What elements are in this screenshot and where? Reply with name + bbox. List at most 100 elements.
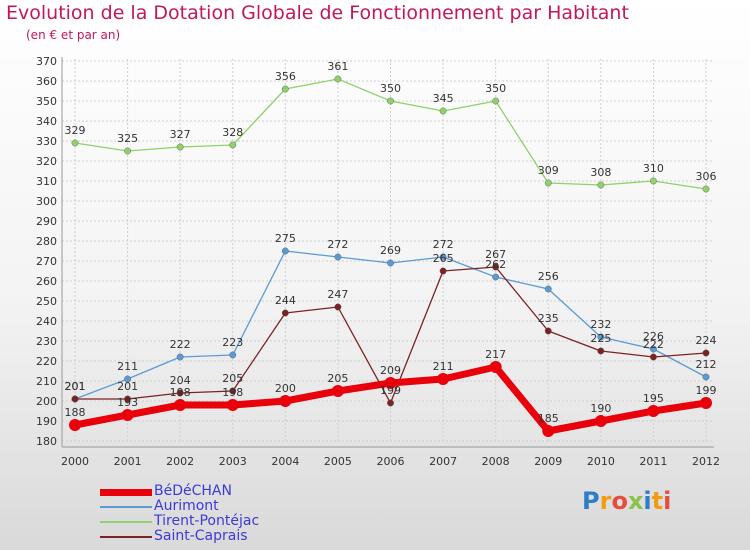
y-tick-label: 330 [36,135,57,148]
data-point [650,353,657,361]
data-label: 327 [170,128,191,141]
x-tick-label: 2001 [114,455,142,468]
data-point [279,395,292,407]
data-label: 199 [696,384,717,397]
data-label: 269 [380,244,401,257]
data-point [387,97,394,105]
x-tick-label: 2000 [61,455,89,468]
data-label: 205 [327,372,348,385]
x-tick-label: 2009 [534,455,562,468]
x-tick-label: 2010 [587,455,615,468]
data-label: 310 [643,162,664,175]
data-point [439,267,447,275]
x-tick-label: 2005 [324,455,352,468]
data-point [492,97,500,105]
data-label: 350 [485,82,506,95]
data-point [334,75,342,83]
y-tick-label: 190 [36,415,57,428]
data-point [124,147,131,155]
x-tick-label: 2003 [219,455,247,468]
data-label: 201 [65,380,86,393]
data-label: 201 [117,380,138,393]
data-point [597,347,605,355]
data-point [387,399,394,407]
x-tick-label: 2012 [692,455,720,468]
y-tick-label: 340 [36,115,57,128]
chart-subtitle: (en € et par an) [26,28,121,42]
data-label: 193 [117,396,138,409]
legend-swatch-aurimont [100,506,152,508]
data-label: 262 [485,258,506,271]
data-point [700,397,712,409]
y-tick-label: 240 [36,315,57,328]
data-point [439,107,447,115]
data-label: 195 [643,392,664,405]
data-label: 217 [485,348,506,361]
data-label: 247 [327,288,348,301]
y-tick-label: 370 [36,55,57,68]
data-label: 212 [696,358,717,371]
data-point [702,349,710,357]
y-tick-label: 310 [36,175,57,188]
data-label: 224 [696,334,717,347]
data-label: 211 [117,360,138,373]
data-label: 204 [170,374,191,387]
data-point [702,373,710,381]
y-tick-label: 290 [36,215,57,228]
data-label: 188 [65,406,86,419]
data-point [281,247,289,255]
y-tick-label: 250 [36,295,57,308]
data-labels: 329 325 327 328 356 361 350 345 350 309 308 310 306 2… [65,60,717,425]
y-tick-label: 260 [36,275,57,288]
y-tick-label: 200 [36,395,57,408]
data-label: 361 [327,60,348,73]
data-point [71,139,79,147]
x-tick-label: 2011 [639,455,667,468]
y-tick-label: 180 [36,435,57,448]
data-point [387,259,394,267]
data-label: 345 [433,92,454,105]
data-point [334,253,342,261]
y-tick-label: 350 [36,95,57,108]
data-label: 328 [222,126,243,139]
legend-swatch-saint-caprais [100,536,152,538]
data-point [176,143,184,151]
data-label: 265 [433,252,454,265]
legend-label: Aurimont [154,498,219,514]
data-point [281,85,289,93]
data-point [121,409,134,421]
data-point [437,373,450,385]
data-label: 356 [275,70,296,83]
y-tick-label: 300 [36,195,57,208]
data-point [331,385,344,397]
data-point [384,377,397,389]
data-label: 205 [222,372,243,385]
y-tick-label: 210 [36,375,57,388]
data-label: 225 [590,332,611,345]
data-label: 211 [433,360,454,373]
y-tick-label: 220 [36,355,57,368]
data-label: 198 [170,386,191,399]
data-label: 272 [327,238,348,251]
data-label: 198 [222,386,243,399]
data-label: 222 [170,338,191,351]
legend-label: Tirent-Pontéjac [154,513,260,529]
data-point [650,345,657,353]
data-point [594,415,607,427]
data-point [542,425,555,437]
data-point [489,361,502,373]
data-label: 200 [275,382,296,395]
x-tick-label: 2008 [482,455,510,468]
data-point [124,395,131,403]
y-tick-label: 270 [36,255,57,268]
data-point [597,181,605,189]
x-tick-label: 2002 [166,455,194,468]
data-point [702,185,710,193]
proxiti-logo: Proxiti [582,487,672,515]
data-point [544,327,552,335]
data-label: 275 [275,232,296,245]
chart-title: Evolution de la Dotation Globale de Fonc… [6,2,629,24]
data-label: 235 [538,312,559,325]
y-tick-label: 280 [36,235,57,248]
